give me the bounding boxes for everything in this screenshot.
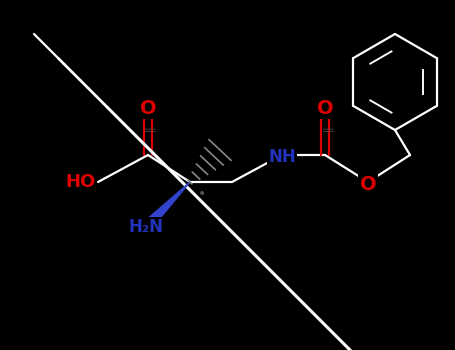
Text: ||: || [145, 125, 155, 131]
Text: •: • [198, 187, 206, 201]
Text: O: O [360, 175, 376, 194]
Text: HO: HO [66, 173, 96, 191]
Text: O: O [317, 98, 334, 118]
Text: NH: NH [268, 148, 296, 166]
Text: H₂N: H₂N [128, 218, 163, 236]
Text: O: O [140, 98, 157, 118]
Text: ||: || [322, 125, 332, 131]
Polygon shape [144, 182, 190, 229]
